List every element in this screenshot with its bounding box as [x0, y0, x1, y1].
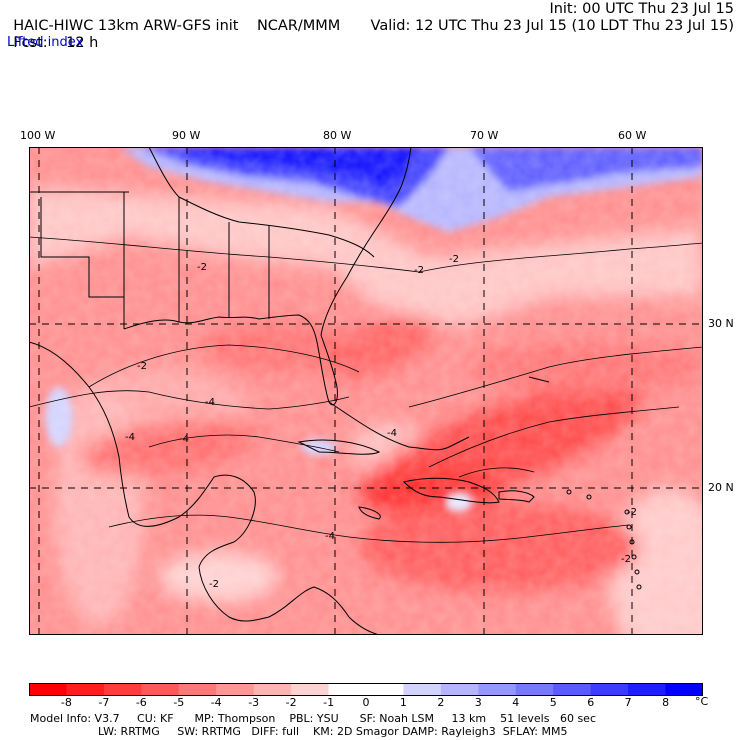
map-frame	[29, 147, 703, 635]
colorbar-swatch	[103, 683, 142, 696]
colorbar-tick-label: -3	[248, 696, 260, 709]
colorbar-swatch	[66, 683, 105, 696]
colorbar-swatch	[553, 683, 592, 696]
fcst-label: Fcst:	[13, 35, 48, 51]
islands	[566, 489, 642, 590]
colorbar-swatch	[665, 683, 704, 696]
colorbar-tick-label: 7	[624, 696, 632, 709]
colorbar-swatch	[515, 683, 554, 696]
colorbar-tick-label: -7	[98, 696, 110, 709]
graticule	[29, 147, 703, 635]
org-name: NCAR/MMM	[256, 18, 341, 34]
field-name: Lifted index	[7, 35, 84, 50]
contour-label: -2	[627, 507, 637, 518]
colorbar-swatch	[366, 683, 404, 696]
colorbar-swatch	[29, 683, 67, 696]
contours	[29, 236, 703, 543]
lat-label-30n: 30 N	[708, 317, 734, 330]
contour-label: -4	[179, 434, 189, 445]
lifted-index-map: -2 -2 -2 -2 -2 -4 -4 -4 -4 -4 -2 -2	[29, 147, 703, 635]
lon-label-90w: 90 W	[172, 129, 201, 142]
contour-label: -4	[387, 428, 397, 439]
colorbar-swatch	[478, 683, 517, 696]
colorbar-tick-label: 5	[549, 696, 557, 709]
colorbar-swatch	[178, 683, 217, 696]
contour-label: -4	[125, 432, 135, 443]
colorbar-unit: °C	[695, 695, 709, 708]
lon-label-70w: 70 W	[470, 129, 499, 142]
contour-label: -2	[621, 554, 631, 565]
colorbar-tick-label: 8	[662, 696, 670, 709]
colorbar-swatch	[403, 683, 442, 696]
colorbar-tick-label: 1	[399, 696, 407, 709]
model-name: HAIC-HIWC 13km ARW-GFS init	[13, 18, 239, 34]
colorbar-swatch	[291, 683, 330, 696]
colorbar-tick-label: -4	[210, 696, 222, 709]
colorbar-tick-label: -8	[60, 696, 72, 709]
colorbar-tick-label: 2	[437, 696, 445, 709]
model-info-line-1: Model Info: V3.7 CU: KF MP: Thompson PBL…	[30, 712, 596, 725]
coastlines	[29, 147, 550, 635]
colorbar-tick-label: 6	[587, 696, 595, 709]
valid-time: Valid: 12 UTC Thu 23 Jul 15 (10 LDT Thu …	[370, 18, 734, 34]
colorbar-swatch	[440, 683, 479, 696]
model-title: HAIC-HIWC 13km ARW-GFS init NCAR/MMM	[4, 1, 340, 35]
lon-label-100w: 100 W	[20, 129, 56, 142]
contour-label: -2	[209, 579, 219, 590]
contour-label: -2	[137, 361, 147, 372]
lon-label-60w: 60 W	[618, 129, 647, 142]
colorbar-tick-label: 3	[474, 696, 482, 709]
lon-label-80w: 80 W	[323, 129, 352, 142]
contour-label: -2	[449, 254, 459, 265]
colorbar-tick-label: -6	[135, 696, 147, 709]
init-time: Init: 00 UTC Thu 23 Jul 15	[549, 1, 734, 17]
model-info-line-2: LW: RRTMG SW: RRTMG DIFF: full KM: 2D Sm…	[98, 725, 568, 738]
colorbar	[29, 681, 704, 696]
colorbar-swatch	[590, 683, 629, 696]
contour-label: -4	[325, 531, 335, 542]
contour-label: -2	[414, 265, 424, 276]
colorbar-tick-label: 4	[512, 696, 520, 709]
colorbar-swatch	[253, 683, 292, 696]
colorbar-tick-label: 0	[362, 696, 370, 709]
contour-label: -2	[197, 262, 207, 273]
contour-label: -4	[205, 397, 215, 408]
colorbar-swatch	[628, 683, 667, 696]
contour-label-group: -2 -2 -2 -2 -2 -4 -4 -4 -4 -4 -2 -2	[125, 254, 637, 590]
colorbar-tick-label: -5	[173, 696, 185, 709]
map-canvas: -2 -2 -2 -2 -2 -4 -4 -4 -4 -4 -2 -2	[29, 147, 703, 635]
colorbar-swatches	[29, 683, 704, 696]
fcst-value: 12 h	[66, 35, 99, 51]
colorbar-frame	[29, 683, 703, 696]
colorbar-swatch	[328, 683, 367, 696]
colorbar-tick-label: -1	[323, 696, 335, 709]
colorbar-tick-label: -2	[285, 696, 297, 709]
lat-label-20n: 20 N	[708, 481, 734, 494]
colorbar-swatch	[141, 683, 180, 696]
colorbar-swatch	[216, 683, 255, 696]
forecast-hour: Fcst: 12 h	[4, 18, 98, 52]
